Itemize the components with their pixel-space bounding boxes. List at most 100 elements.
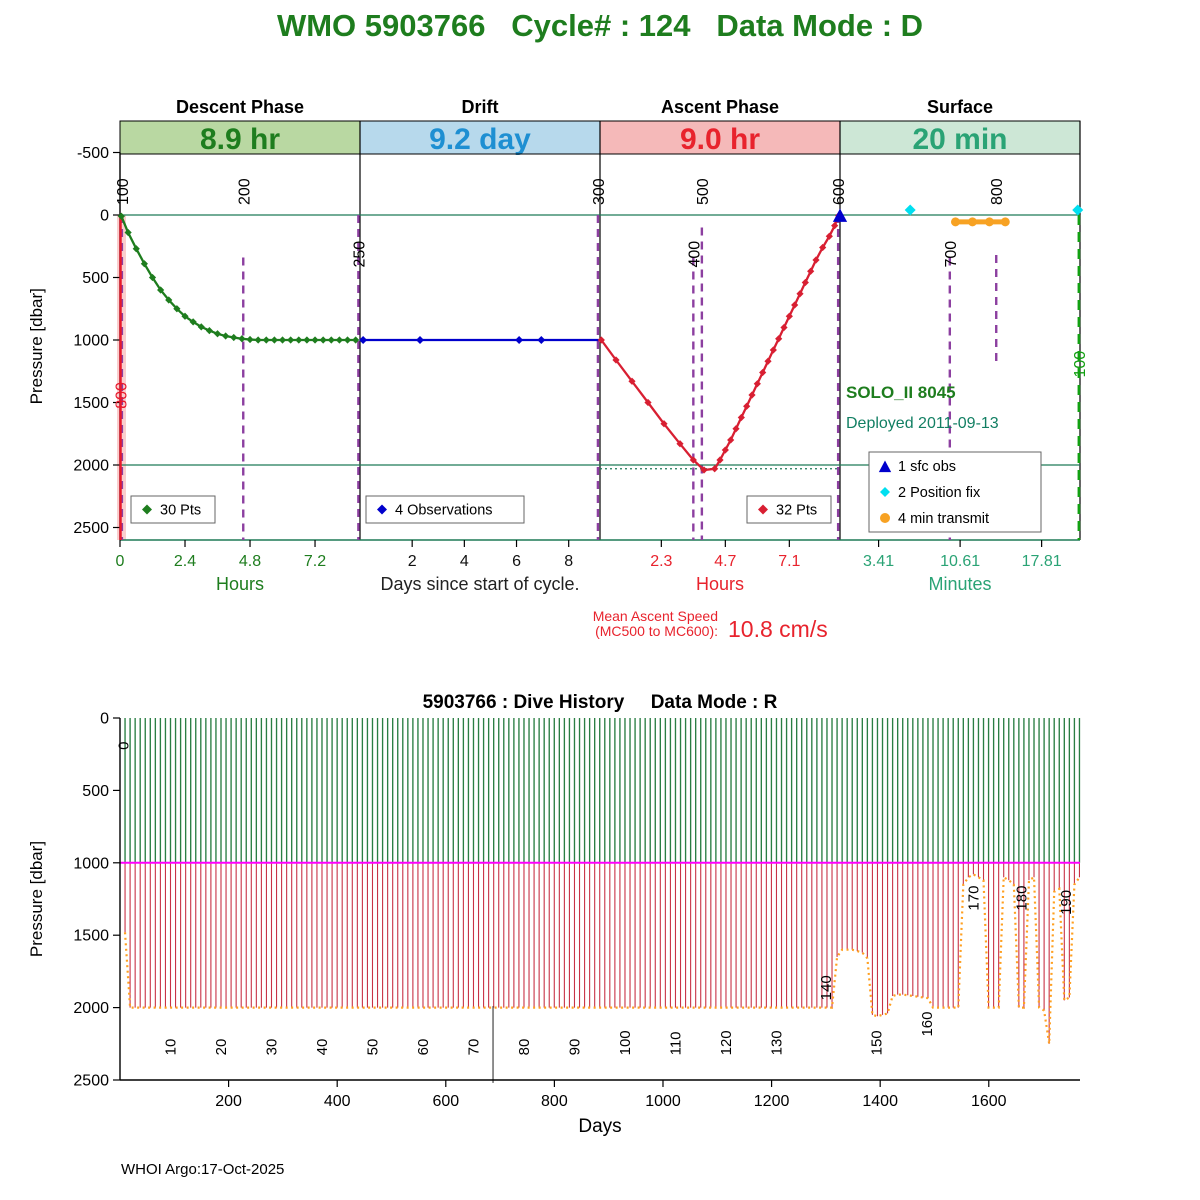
surface-obs-marker — [832, 208, 848, 222]
descent-marker — [148, 273, 157, 282]
mean-ascent-label-2: (MC500 to MC600): — [595, 623, 718, 639]
mc-label-600: 600 — [831, 178, 848, 205]
cycle-label-160: 160 — [919, 1012, 936, 1037]
ascent-marker — [716, 456, 724, 464]
profile-y-tick-label: -500 — [77, 145, 109, 162]
ascent-marker — [769, 346, 777, 354]
ascent-marker — [700, 466, 708, 474]
descent-marker — [311, 336, 319, 344]
dive-x-tick-label: 400 — [324, 1093, 351, 1110]
profile-x-tick-label: 2 — [408, 553, 417, 570]
ascent-marker — [780, 323, 788, 332]
transmit-marker — [967, 217, 977, 227]
cycle-label-0: 0 — [115, 742, 132, 750]
phase-band-0 — [120, 121, 360, 154]
dive-y-tick-label: 2500 — [73, 1073, 109, 1090]
descent-marker — [165, 296, 173, 304]
mc-label-300: 300 — [591, 178, 608, 205]
legend-diamond-icon — [377, 504, 387, 515]
descent-marker — [140, 260, 148, 268]
position-fix-marker — [1072, 204, 1084, 216]
ascent-marker — [807, 267, 815, 275]
descent-marker — [295, 336, 303, 344]
mc-label-200: 200 — [236, 178, 253, 205]
dive-x-tick-label: 1600 — [971, 1093, 1007, 1110]
ascent-marker — [812, 256, 820, 264]
cycle-label-40: 40 — [314, 1039, 331, 1056]
ascent-marker — [796, 290, 804, 298]
legend-label: 1 sfc obs — [898, 459, 956, 475]
descent-line — [120, 215, 356, 342]
profile-x-tick-label: 2.4 — [174, 553, 196, 570]
descent-marker — [197, 323, 205, 331]
mc-label-100: 100 — [115, 178, 132, 205]
legend-label: 4 min transmit — [898, 511, 989, 527]
descent-marker — [303, 336, 311, 344]
descent-marker — [189, 318, 197, 326]
descent-marker — [157, 286, 165, 294]
cycle-label-30: 30 — [263, 1039, 280, 1056]
mc-label-400: 400 — [686, 241, 703, 268]
profile-y-tick-label: 1500 — [73, 395, 109, 412]
descent-marker — [205, 327, 213, 335]
legend-label: 32 Pts — [776, 503, 817, 519]
phase-band-2 — [600, 121, 840, 154]
cycle-label-170: 170 — [966, 886, 983, 911]
profile-y-tick-label: 500 — [82, 270, 109, 287]
descent-marker — [246, 335, 254, 344]
mc-label-100: 100 — [1072, 351, 1089, 378]
profile-x-tick-label: 17.81 — [1022, 553, 1062, 570]
footer-credit: WHOI Argo:17-Oct-2025 — [121, 1161, 285, 1178]
mean-ascent-value: 10.8 cm/s — [728, 616, 828, 642]
phase-band-1 — [360, 121, 600, 154]
phase-band-3 — [840, 121, 1080, 154]
ascent-marker — [660, 420, 668, 428]
annotation-1: Deployed 2011-09-13 — [846, 415, 999, 432]
legend-diamond-icon — [880, 487, 890, 497]
drift-marker — [359, 336, 368, 344]
ascent-marker — [801, 278, 809, 287]
ascent-marker — [689, 456, 697, 464]
ascent-marker — [791, 301, 799, 309]
phase-axis-label-3: Minutes — [928, 574, 991, 594]
legend-triangle-icon — [878, 460, 892, 473]
descent-marker — [278, 336, 287, 344]
ascent-marker — [727, 436, 735, 444]
ascent-marker — [825, 232, 833, 240]
cycle-label-70: 70 — [465, 1039, 482, 1056]
phase-axis-label-2: Hours — [696, 574, 744, 594]
dive-history-title: 5903766 : Dive History Data Mode : R — [423, 692, 778, 713]
ascent-marker — [753, 380, 761, 388]
transmit-marker — [984, 217, 994, 227]
transmit-marker — [1000, 217, 1010, 227]
profile-x-tick-label: 6 — [512, 553, 521, 570]
phase-duration-1: 9.2 day — [429, 123, 531, 156]
ascent-marker — [597, 336, 605, 344]
page-title: WMO 5903766 Cycle# : 124 Data Mode : D — [276, 8, 924, 43]
ascent-marker — [676, 440, 684, 448]
cycle-label-80: 80 — [516, 1039, 533, 1056]
profile-x-tick-label: 4 — [460, 553, 469, 570]
phase-header-3: Surface — [927, 97, 993, 117]
legend-box — [868, 451, 1042, 533]
ascent-marker — [831, 222, 839, 230]
profile-x-tick-label: 3.41 — [863, 553, 894, 570]
ascent-marker — [711, 465, 719, 473]
annotation-0: SOLO_II 8045 — [846, 383, 956, 402]
mean-ascent-label-1: Mean Ascent Speed — [593, 608, 718, 624]
legend-label: 4 Observations — [395, 503, 493, 519]
descent-marker — [132, 245, 140, 253]
dive-x-tick-label: 200 — [215, 1093, 242, 1110]
mc-label-800: 800 — [114, 382, 131, 409]
transmit-marker — [950, 217, 960, 227]
ascent-marker — [759, 368, 767, 377]
profile-y-tick-label: 2500 — [73, 520, 109, 537]
descent-marker — [230, 333, 238, 342]
profile-x-tick-label: 7.2 — [304, 553, 326, 570]
descent-marker — [238, 335, 246, 343]
mc-label-800: 800 — [989, 178, 1006, 205]
phase-header-2: Ascent Phase — [661, 97, 779, 117]
descent-marker — [222, 332, 230, 340]
profile-y-tick-label: 2000 — [73, 458, 109, 475]
